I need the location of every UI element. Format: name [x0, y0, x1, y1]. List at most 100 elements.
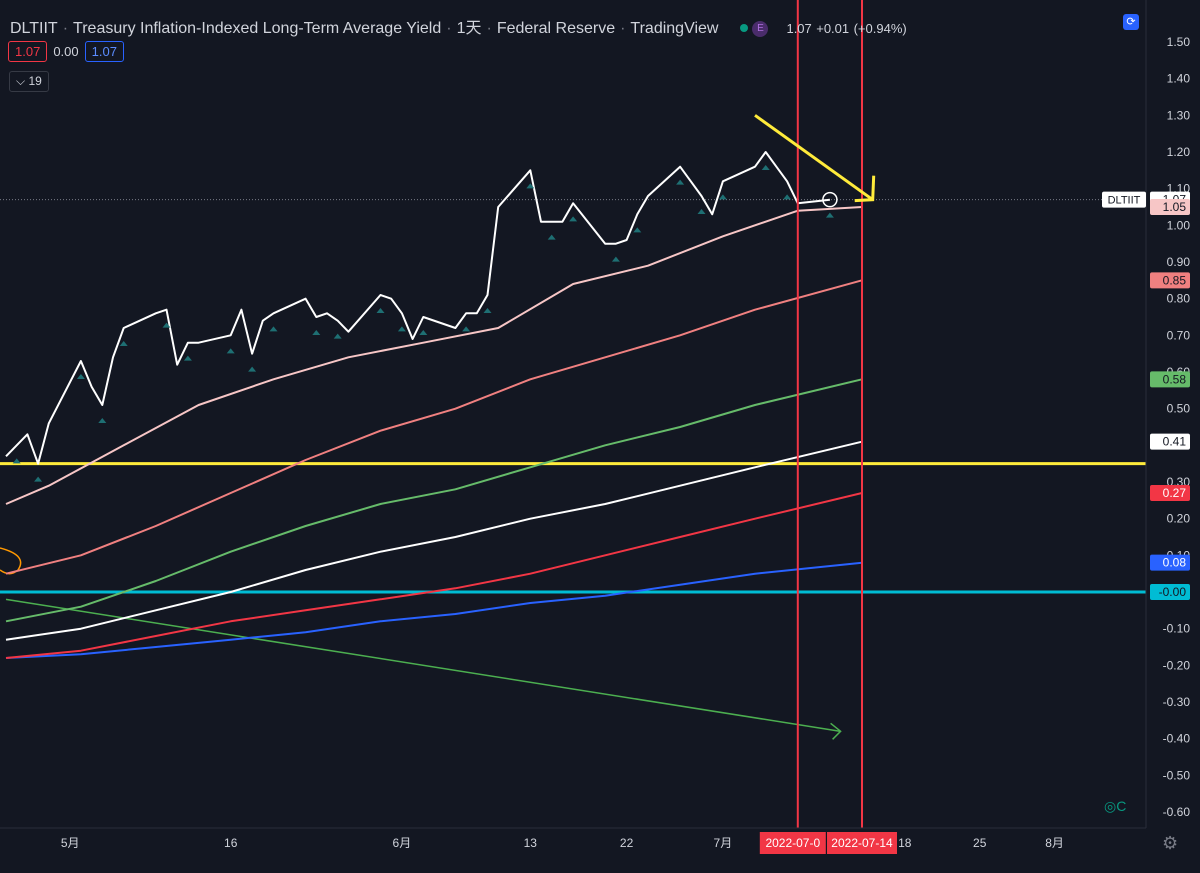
y-tick-label-0: 1.50 [1167, 35, 1191, 49]
price-label-4: 0.41 [1163, 435, 1187, 449]
data-marker-9 [119, 341, 128, 346]
data-marker-23 [333, 333, 342, 339]
y-tick-label-5: 1.00 [1167, 218, 1191, 232]
y-tick-label-7: 0.80 [1167, 292, 1191, 306]
data-marker-31 [462, 326, 471, 332]
series-group [5, 151, 863, 659]
y-tick-label-8: 0.70 [1167, 328, 1191, 342]
interval[interactable]: 1天 [456, 20, 482, 37]
y-tick-label-2: 1.30 [1167, 108, 1191, 122]
symbol-name[interactable]: DLTIIT [10, 20, 58, 37]
data-marker-47 [697, 209, 706, 214]
data-marker-1 [12, 458, 21, 464]
data-marker-13 [183, 355, 192, 361]
data-marker-55 [825, 212, 834, 218]
series-line-5 [5, 492, 863, 659]
x-tick-label-3: 13 [524, 836, 538, 850]
annotations [754, 114, 876, 208]
yellow-arrow-line [754, 114, 874, 201]
time-axis: 5月 16 6月 13 22 7月 18 25 8月 2022-07-0 2022-07-14 [0, 827, 1200, 873]
data-source: Federal Reserve [496, 20, 616, 37]
price-label-6: 0.08 [1163, 556, 1187, 570]
data-marker-53 [783, 194, 792, 200]
data-marker-43 [633, 227, 642, 233]
data-marker-7 [98, 418, 107, 423]
price-label-bg-5 [1150, 485, 1190, 501]
vertical-lines [796, 0, 863, 828]
price-axis: 1.501.401.301.201.101.000.900.800.700.60… [1102, 0, 1200, 873]
value-red-box: 1.07 [8, 41, 48, 62]
x-tick-label-8: 8月 [1045, 836, 1064, 850]
yellow-arrow-head [854, 175, 876, 203]
gear-icon[interactable]: ⚙ [1162, 833, 1179, 853]
data-marker-19 [269, 326, 278, 332]
data-marker-15 [226, 348, 235, 354]
data-marker-41 [611, 256, 620, 262]
data-marker-51 [761, 165, 770, 170]
y-tick-label-13: 0.20 [1167, 512, 1191, 526]
time-axis-bg [0, 828, 1200, 873]
x-highlight-label-1: 2022-07-14 [831, 836, 893, 850]
data-marker-27 [397, 326, 406, 332]
data-marker-5 [76, 374, 85, 379]
platform-name: TradingView [630, 20, 719, 37]
data-marker-33 [483, 308, 492, 313]
series-line-0 [5, 151, 831, 465]
data-marker-29 [419, 330, 428, 335]
trend-arrow-line [5, 598, 841, 733]
x-tick-label-6: 18 [898, 836, 912, 850]
data-marker-39 [569, 216, 578, 222]
price-label-bg-1 [1150, 199, 1190, 215]
y-tick-label-3: 1.20 [1167, 145, 1191, 159]
price-label-3: 0.58 [1163, 372, 1187, 386]
tradingview-logo-icon: ◎C [1104, 798, 1127, 814]
market-status-icon [740, 24, 749, 33]
price-label-5: 0.27 [1163, 486, 1187, 500]
symbol-tag: DLTIIT [1108, 195, 1141, 207]
events-badge[interactable]: E [752, 20, 769, 37]
price-label-bg-2 [1150, 272, 1190, 289]
indicators-toggle[interactable]: ⌵ 19 [9, 71, 49, 92]
data-marker-17 [248, 366, 257, 372]
horizontal-lines [0, 199, 1146, 594]
x-tick-label-1: 16 [224, 836, 238, 850]
y-tick-label-17: -0.20 [1163, 658, 1191, 672]
y-tick-label-18: -0.30 [1163, 695, 1191, 709]
y-tick-label-16: -0.10 [1163, 622, 1191, 636]
data-marker-21 [312, 330, 321, 335]
x-tick-label-0: 5月 [61, 836, 80, 850]
data-marker-45 [676, 179, 685, 185]
series-line-6 [5, 561, 863, 659]
data-marker-35 [526, 183, 535, 189]
y-tick-label-19: -0.40 [1163, 732, 1191, 746]
price-label-bg-6 [1150, 554, 1190, 571]
chevron-down-icon: ⌵ [16, 74, 26, 88]
y-tick-label-10: 0.50 [1167, 402, 1191, 416]
trend-annotation [0, 547, 842, 740]
price-label-bg-3 [1150, 371, 1190, 388]
data-marker-49 [718, 194, 727, 200]
x-highlight-bg-1 [827, 832, 897, 854]
price-circle-marker [822, 191, 838, 208]
series-line-4 [5, 440, 863, 641]
last-value: 1.07 [786, 21, 812, 36]
price-label-bg-4 [1150, 433, 1190, 450]
y-tick-label-21: -0.60 [1163, 805, 1191, 819]
x-highlight-label-0: 2022-07-0 [765, 836, 820, 850]
x-tick-label-5: 7月 [714, 836, 733, 850]
data-marker-3 [34, 476, 43, 482]
x-tick-label-7: 25 [973, 836, 987, 850]
x-tick-label-2: 6月 [393, 836, 412, 850]
price-label-1: 1.05 [1163, 200, 1187, 214]
data-marker-37 [547, 234, 556, 240]
price-label-2: 0.85 [1163, 273, 1187, 287]
y-tick-label-1: 1.40 [1167, 72, 1191, 86]
price-label-7: -0.00 [1159, 585, 1187, 599]
value-mid: 0.00 [53, 44, 79, 59]
price-label-bg-7 [1150, 584, 1190, 600]
data-marker-25 [376, 308, 385, 313]
y-tick-label-20: -0.50 [1163, 768, 1191, 782]
sync-icon[interactable]: ⟳ [1123, 14, 1139, 30]
change-value: +0.01 [816, 21, 850, 36]
